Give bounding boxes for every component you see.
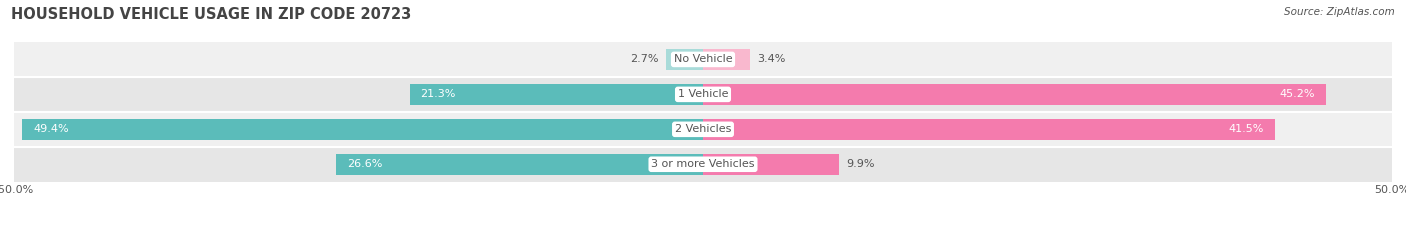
Bar bbox=[703, 49, 749, 70]
Text: 41.5%: 41.5% bbox=[1229, 124, 1264, 134]
Text: 9.9%: 9.9% bbox=[846, 159, 875, 169]
Bar bbox=[703, 84, 1326, 105]
Bar bbox=[666, 49, 703, 70]
Text: 2 Vehicles: 2 Vehicles bbox=[675, 124, 731, 134]
Bar bbox=[703, 119, 1275, 140]
Text: 21.3%: 21.3% bbox=[420, 89, 456, 99]
Legend: Owner-occupied, Renter-occupied: Owner-occupied, Renter-occupied bbox=[589, 230, 817, 233]
Bar bbox=[336, 154, 703, 175]
Text: 45.2%: 45.2% bbox=[1279, 89, 1315, 99]
Bar bbox=[14, 147, 1392, 182]
Bar bbox=[409, 84, 703, 105]
Text: Source: ZipAtlas.com: Source: ZipAtlas.com bbox=[1284, 7, 1395, 17]
Bar bbox=[14, 112, 1392, 147]
Text: 3 or more Vehicles: 3 or more Vehicles bbox=[651, 159, 755, 169]
Bar bbox=[22, 119, 703, 140]
Text: 26.6%: 26.6% bbox=[347, 159, 382, 169]
Text: No Vehicle: No Vehicle bbox=[673, 55, 733, 64]
Text: HOUSEHOLD VEHICLE USAGE IN ZIP CODE 20723: HOUSEHOLD VEHICLE USAGE IN ZIP CODE 2072… bbox=[11, 7, 412, 22]
Text: 1 Vehicle: 1 Vehicle bbox=[678, 89, 728, 99]
Text: 3.4%: 3.4% bbox=[756, 55, 785, 64]
Bar bbox=[703, 154, 839, 175]
Text: 2.7%: 2.7% bbox=[630, 55, 659, 64]
Bar bbox=[14, 77, 1392, 112]
Text: 49.4%: 49.4% bbox=[34, 124, 69, 134]
Bar bbox=[14, 42, 1392, 77]
